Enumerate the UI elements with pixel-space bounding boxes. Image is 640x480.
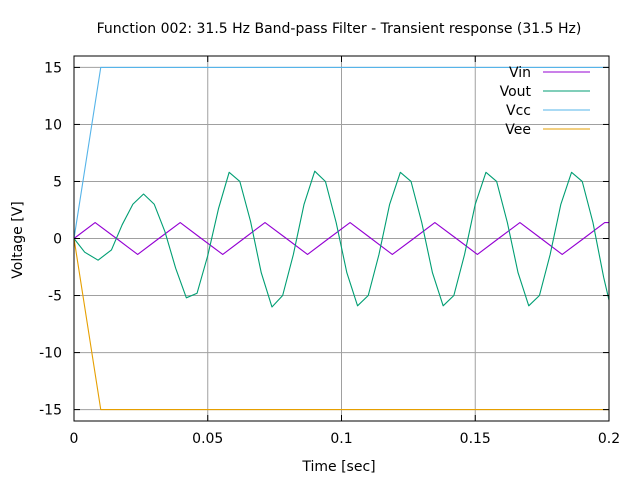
legend-label-vee: Vee <box>505 122 531 138</box>
y-tick-label: 5 <box>53 174 62 190</box>
legend-label-vcc: Vcc <box>506 103 531 119</box>
series-lines <box>73 66 610 411</box>
y-tick-label: 0 <box>53 232 62 248</box>
y-axis-title: Voltage [V] <box>10 201 26 278</box>
x-tick-label: 0.1 <box>330 431 352 447</box>
y-tick-label: 15 <box>44 60 62 76</box>
x-tick-label: 0.15 <box>460 431 491 447</box>
y-tick-label: 10 <box>44 117 62 133</box>
x-tick-label: 0.05 <box>192 431 223 447</box>
axis-ticks: 0 0.05 0.1 0.15 0.2 -15 -10 -5 0 5 10 15 <box>39 56 620 447</box>
x-axis-title: Time [sec] <box>301 459 375 475</box>
x-tick-label: 0 <box>70 431 79 447</box>
series-line-vout <box>73 170 610 308</box>
series-line-vee <box>73 238 609 411</box>
y-tick-label: -5 <box>48 289 62 305</box>
chart-title: Function 002: 31.5 Hz Band-pass Filter -… <box>97 21 582 37</box>
x-tick-label: 0.2 <box>598 431 620 447</box>
legend-label-vin: Vin <box>509 65 531 81</box>
series-line-vcc <box>73 66 609 239</box>
y-tick-label: -15 <box>39 403 62 419</box>
legend: Vin Vout Vcc Vee <box>500 65 590 138</box>
y-tick-label: -10 <box>39 346 62 362</box>
legend-label-vout: Vout <box>500 84 532 100</box>
